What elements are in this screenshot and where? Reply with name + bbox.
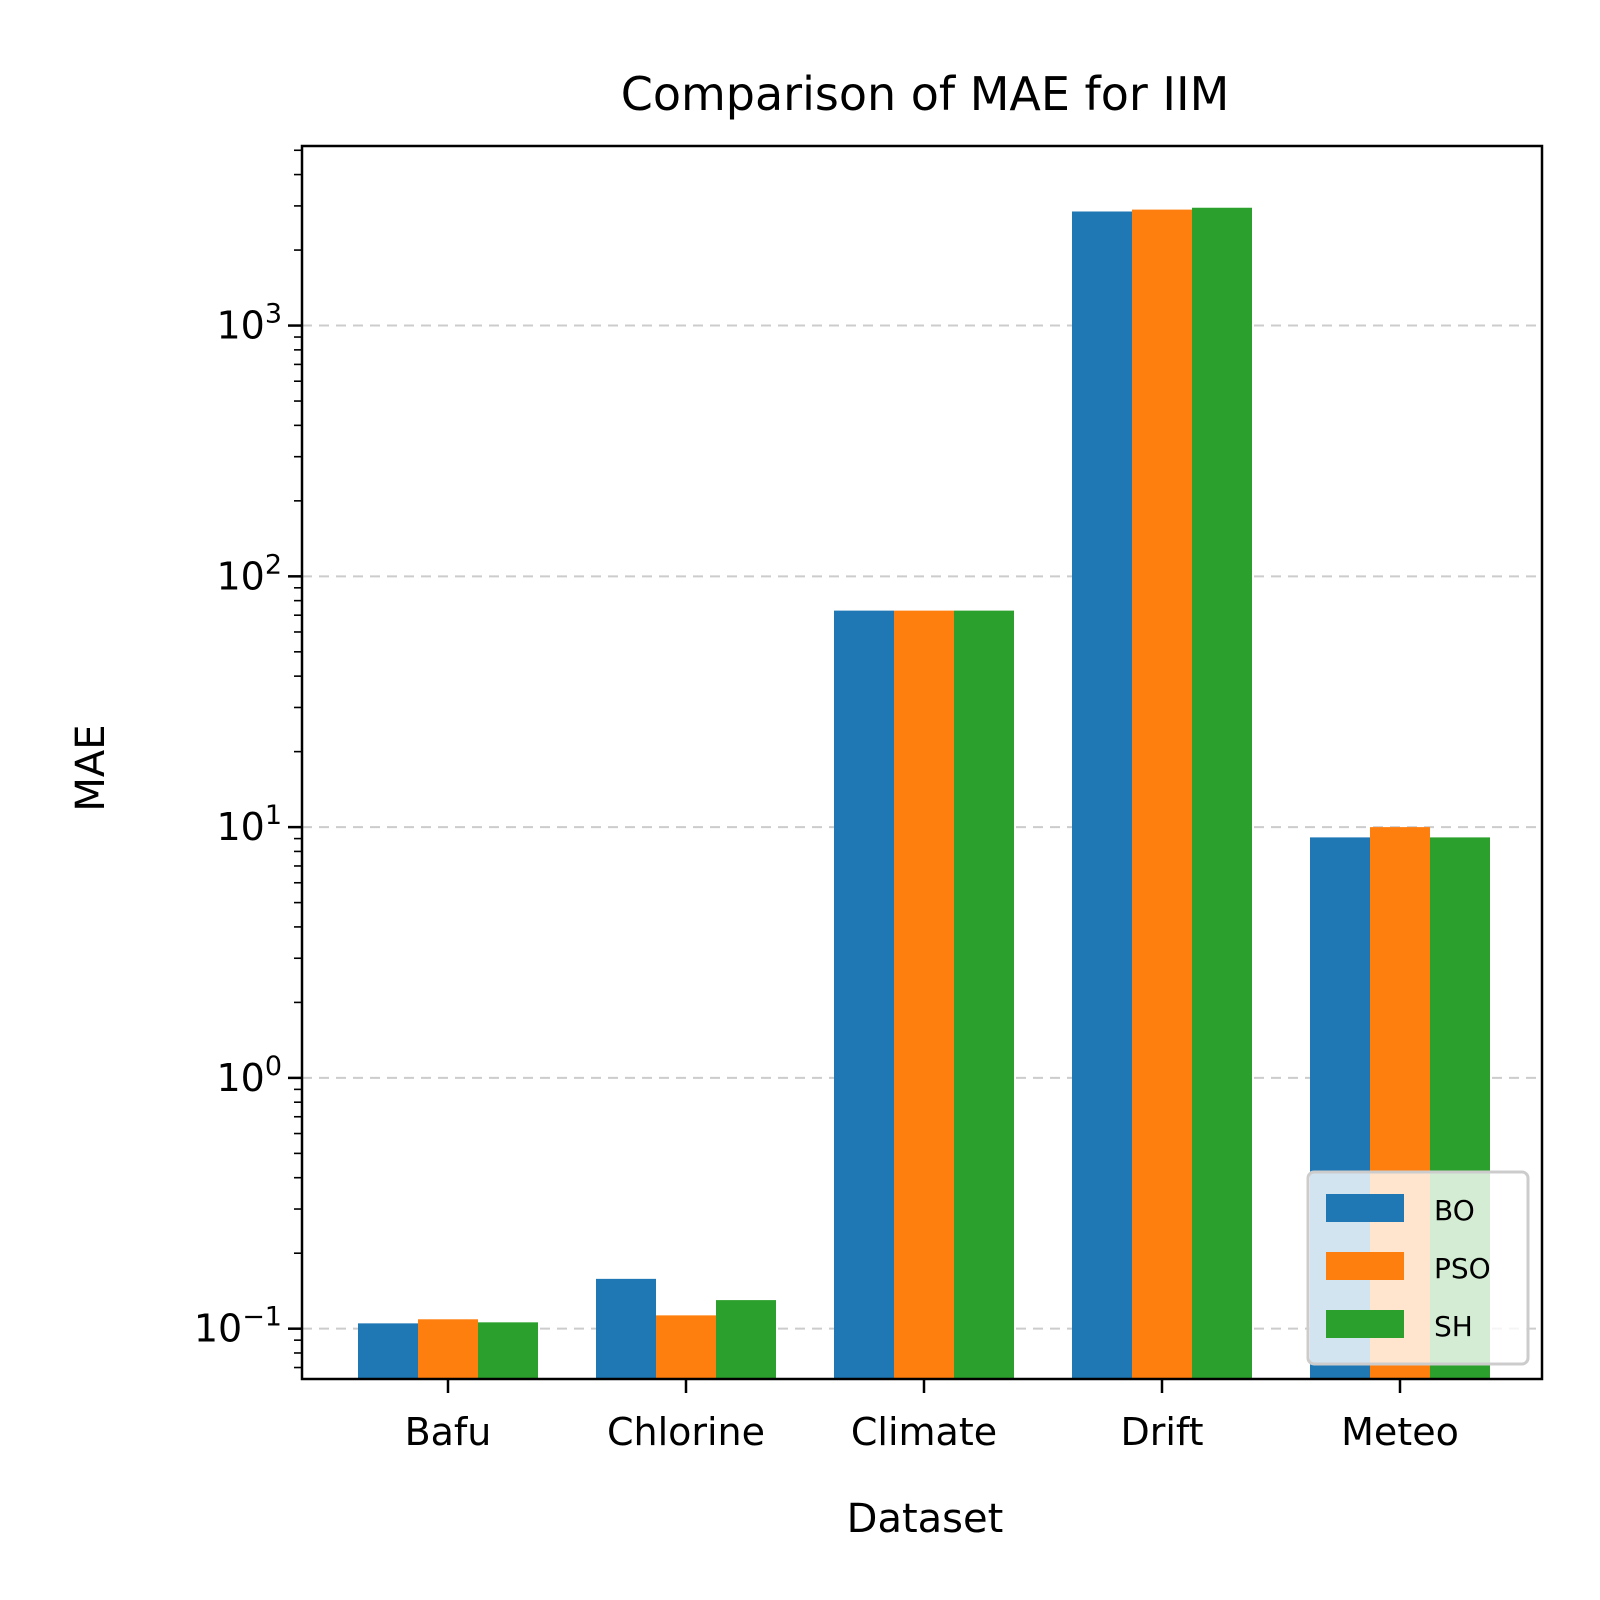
x-tick-label: Drift [1120,1410,1203,1454]
y-tick-label-exponent: 1 [265,800,282,831]
bar-sh-chlorine [716,1300,776,1379]
legend-swatch-bo [1326,1194,1404,1222]
x-tick-label: Meteo [1341,1410,1459,1454]
bar-sh-bafu [478,1322,538,1379]
y-tick-label: 103 [216,299,282,348]
x-tick-label: Climate [851,1410,997,1454]
legend-swatch-sh [1326,1310,1404,1338]
bar-pso-climate [894,610,954,1379]
y-tick-label-exponent: 0 [265,1051,282,1082]
y-tick-label: 100 [216,1051,282,1100]
y-tick-label-base: 10 [216,1056,264,1100]
bar-bo-chlorine [596,1278,656,1379]
y-tick-label-exponent: −1 [242,1302,282,1333]
bar-bo-climate [834,610,894,1379]
bar-bo-drift [1072,211,1132,1379]
legend: BO PSO SH [1306,1170,1530,1366]
x-axis: Bafu Chlorine Climate Drift Meteo [405,1379,1459,1454]
plot-frame [300,144,1544,1381]
y-tick-label-exponent: 2 [265,549,282,580]
bar-sh-climate [954,610,1014,1379]
y-tick-label: 102 [216,549,282,598]
y-axis-title: MAE [68,724,114,811]
bars [358,207,1490,1380]
y-tick-label-base: 10 [216,304,264,348]
x-tick-label: Bafu [405,1410,492,1454]
y-tick-label: 10−1 [194,1302,282,1351]
legend-swatch-pso [1326,1252,1404,1280]
x-tick-label: Chlorine [607,1410,765,1454]
legend-label-bo: BO [1434,1194,1475,1227]
bar-pso-drift [1132,209,1192,1379]
bar-sh-drift [1192,207,1252,1380]
y-tick-label-exponent: 3 [265,299,282,330]
bar-bo-bafu [358,1323,418,1379]
x-axis-title: Dataset [847,1496,1004,1542]
y-tick-label-base: 10 [216,554,264,598]
chart-title: Comparison of MAE for IIM [621,67,1230,121]
y-tick-label-base: 10 [194,1307,242,1351]
y-tick-label: 101 [216,800,282,849]
y-tick-label-base: 10 [216,805,264,849]
legend-label-sh: SH [1434,1310,1473,1343]
bar-pso-chlorine [656,1315,716,1379]
bar-pso-bafu [418,1319,478,1379]
legend-label-pso: PSO [1434,1252,1491,1285]
